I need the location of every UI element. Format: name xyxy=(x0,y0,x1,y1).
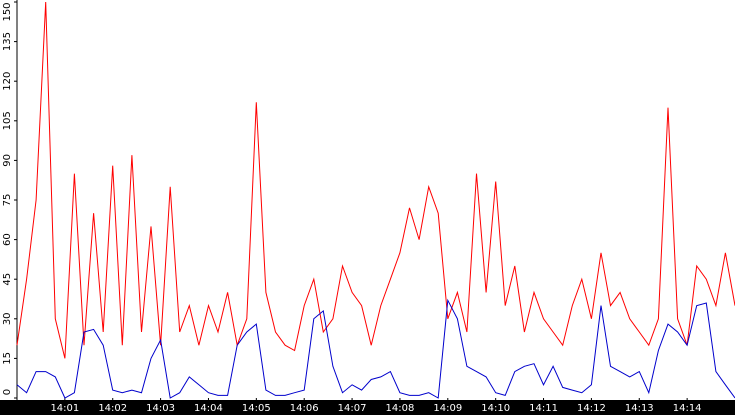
x-tick-label: 14:08 xyxy=(386,403,415,414)
series-line xyxy=(16,1,735,359)
y-tick-label: 45 xyxy=(2,273,13,286)
y-tick-label: 75 xyxy=(2,194,13,207)
y-tick-label: 120 xyxy=(2,72,13,91)
x-tick-label: 14:10 xyxy=(481,403,510,414)
x-tick-label: 14:09 xyxy=(433,403,462,414)
x-tick-label: 14:07 xyxy=(338,403,367,414)
y-tick-label: 150 xyxy=(2,2,13,21)
x-tick-label: 14:05 xyxy=(242,403,271,414)
y-tick-label: 30 xyxy=(2,312,13,325)
x-tick-label: 14:04 xyxy=(194,403,223,414)
x-axis-bar xyxy=(0,400,735,415)
y-tick-label: 15 xyxy=(2,352,13,365)
x-tick-label: 14:11 xyxy=(529,403,558,414)
series-line xyxy=(16,298,735,399)
x-tick-label: 14:03 xyxy=(146,403,175,414)
y-tick-label: 0 xyxy=(2,389,13,395)
x-tick-label: 14:02 xyxy=(98,403,127,414)
x-tick-label: 14:01 xyxy=(50,403,79,414)
x-tick-label: 14:06 xyxy=(290,403,319,414)
x-tick-label: 14:13 xyxy=(625,403,654,414)
y-tick-label: 105 xyxy=(2,111,13,130)
y-tick-label: 60 xyxy=(2,233,13,246)
y-tick-label: 90 xyxy=(2,154,13,167)
x-tick-label: 14:12 xyxy=(577,403,606,414)
x-tick-label: 14:14 xyxy=(673,403,702,414)
y-tick-label: 135 xyxy=(2,32,13,51)
